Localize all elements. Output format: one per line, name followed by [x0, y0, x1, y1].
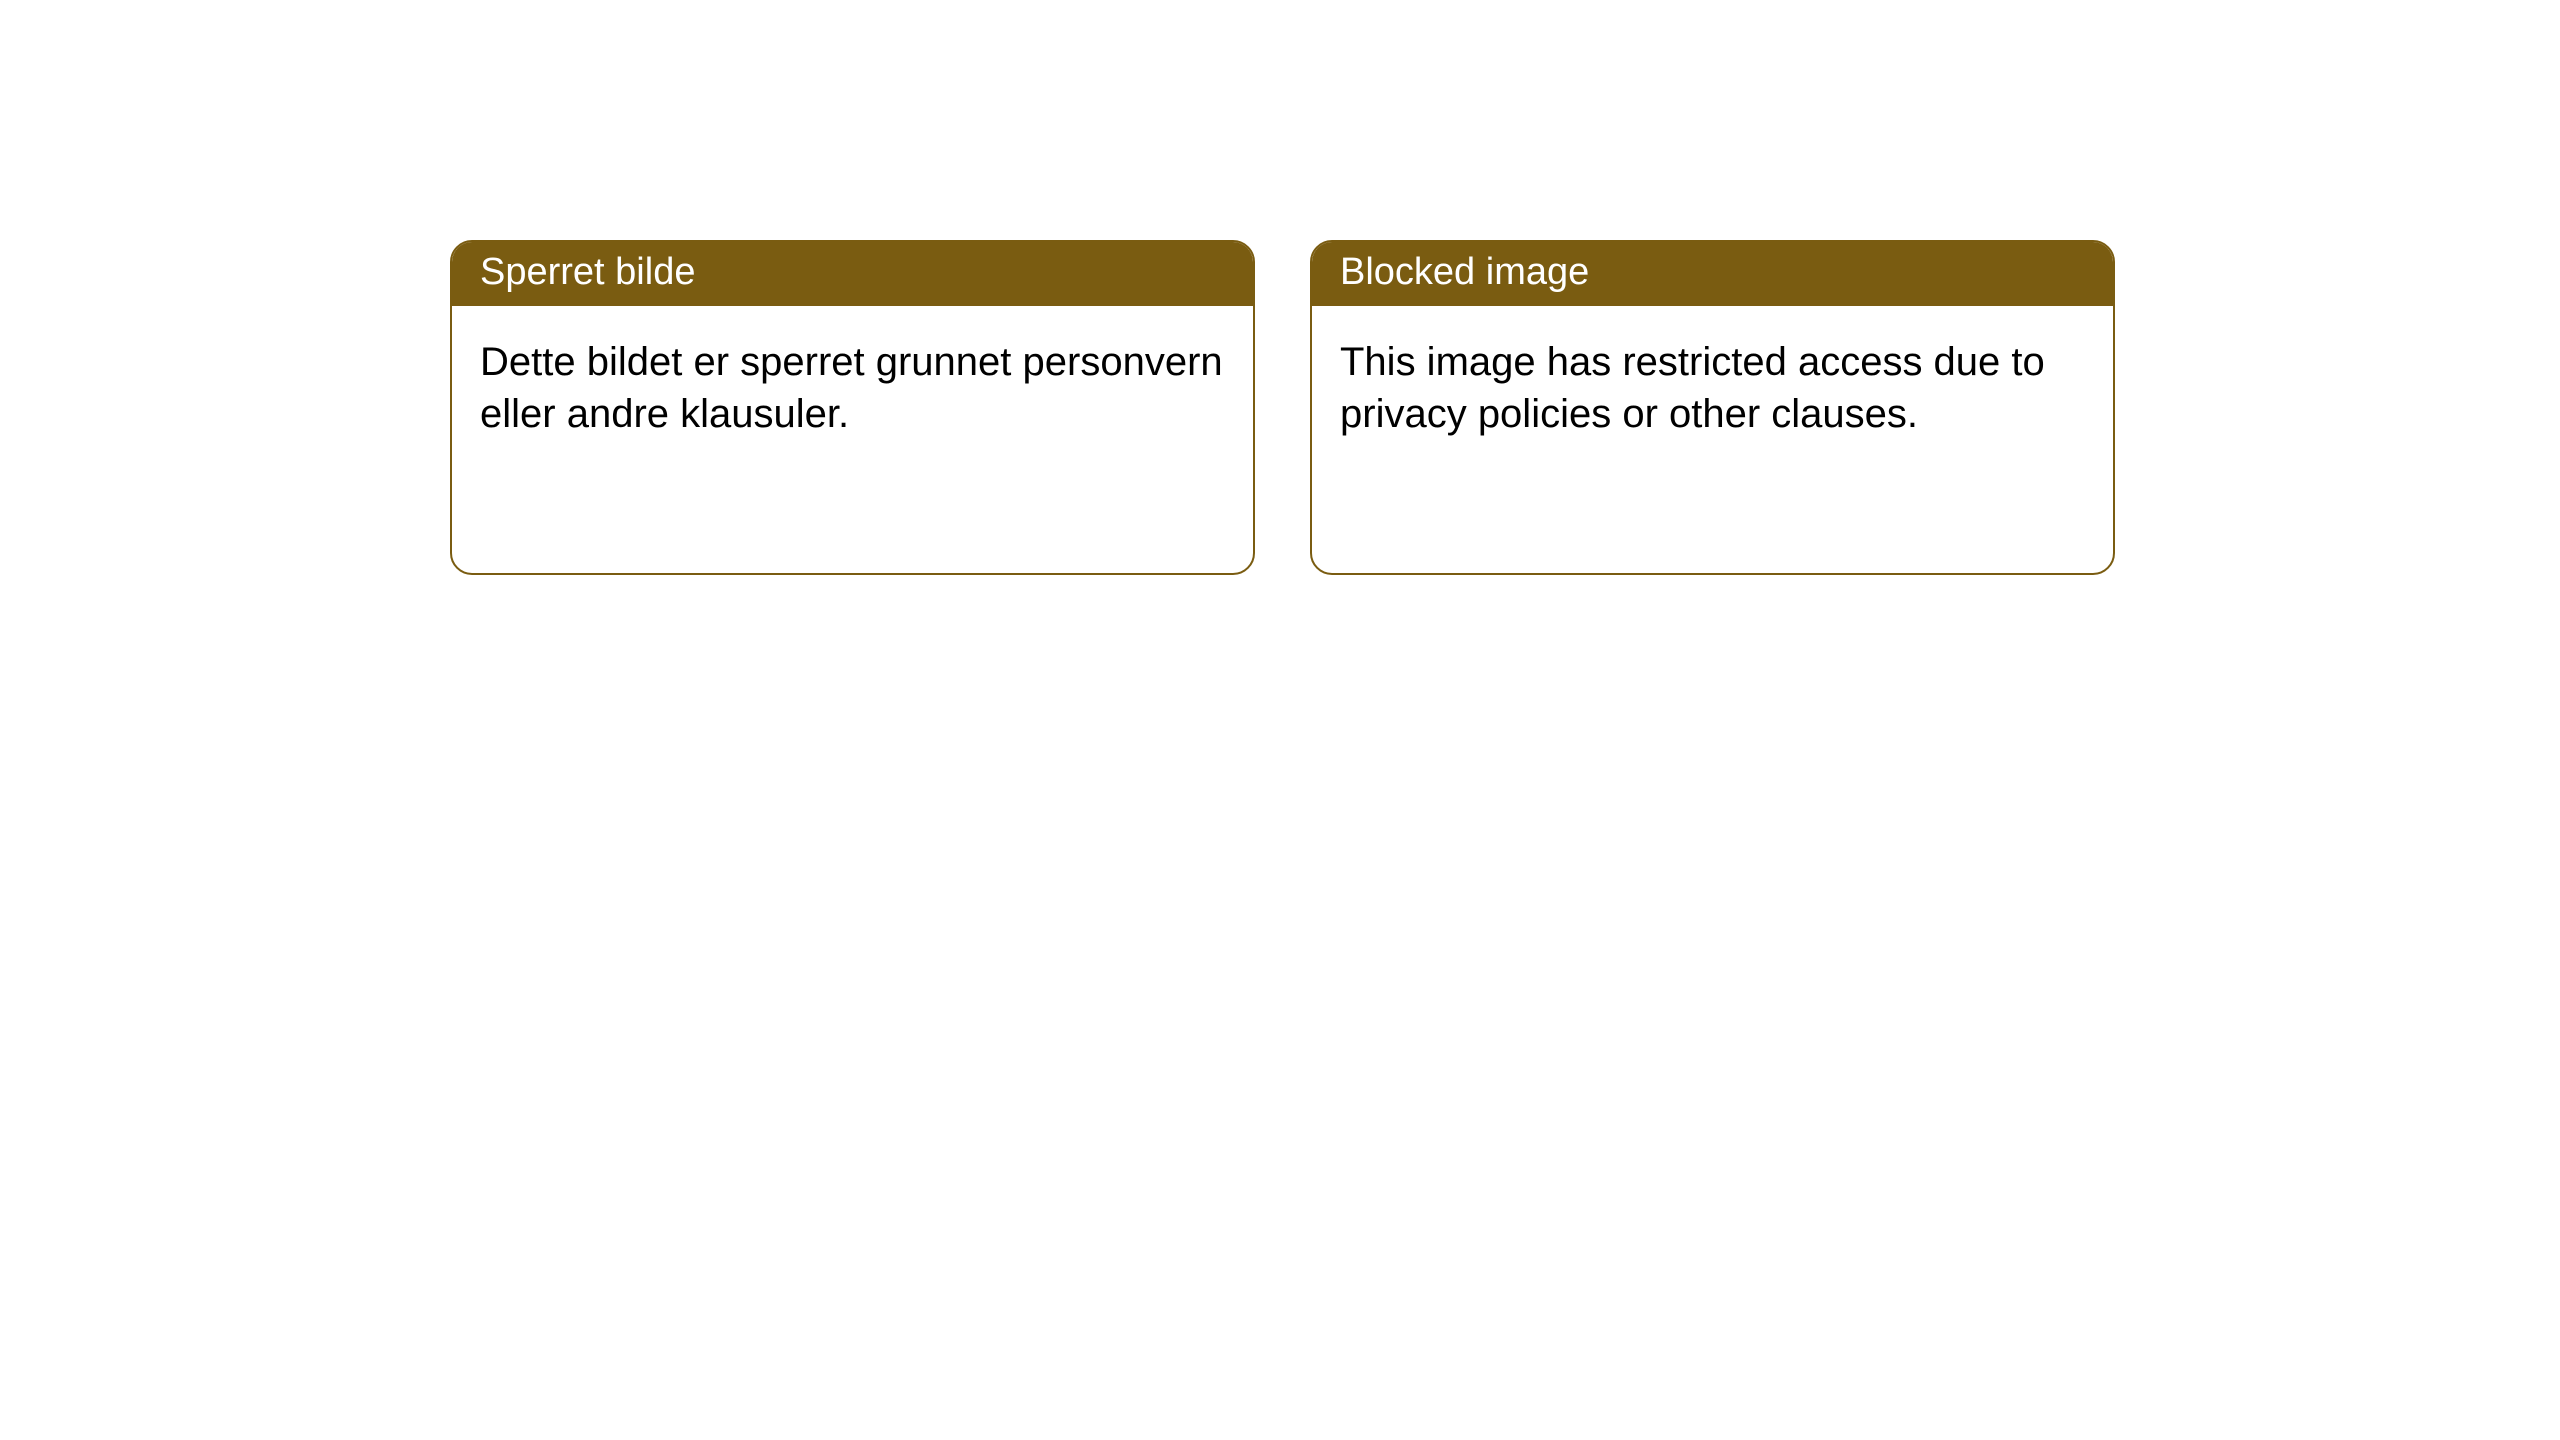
notice-header: Blocked image [1312, 242, 2113, 306]
notice-body: This image has restricted access due to … [1312, 306, 2113, 470]
notice-container: Sperret bilde Dette bildet er sperret gr… [450, 240, 2115, 575]
notice-card-english: Blocked image This image has restricted … [1310, 240, 2115, 575]
notice-header: Sperret bilde [452, 242, 1253, 306]
notice-body: Dette bildet er sperret grunnet personve… [452, 306, 1253, 470]
notice-card-norwegian: Sperret bilde Dette bildet er sperret gr… [450, 240, 1255, 575]
